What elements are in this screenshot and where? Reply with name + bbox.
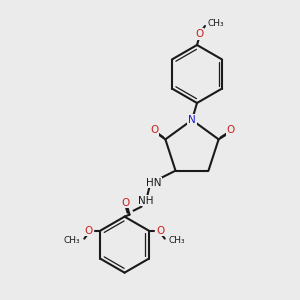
Text: O: O [122,198,130,208]
Text: O: O [195,29,203,39]
Text: O: O [157,226,165,236]
Text: CH₃: CH₃ [207,19,224,28]
Text: CH₃: CH₃ [64,236,80,245]
Text: HN: HN [146,178,161,188]
Text: O: O [150,125,158,135]
Text: N: N [188,115,196,125]
Text: CH₃: CH₃ [169,236,185,245]
Text: O: O [226,125,235,135]
Text: O: O [84,226,92,236]
Text: NH: NH [138,196,153,206]
